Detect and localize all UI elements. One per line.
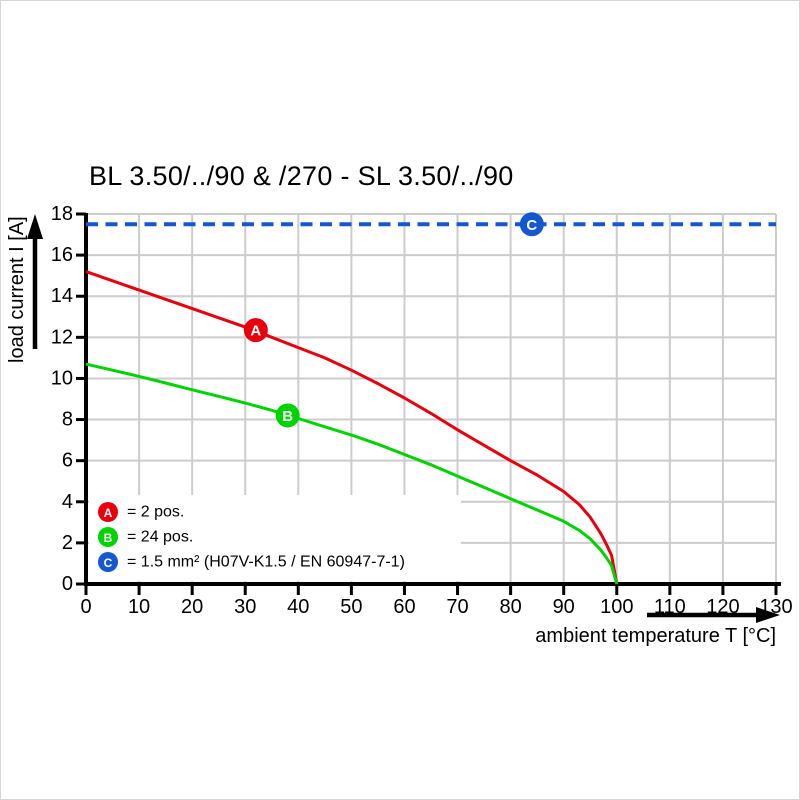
x-tick-label: 40 (287, 596, 309, 618)
x-axis-arrow-icon (756, 607, 780, 623)
x-axis-label: ambient temperature T [°C] (535, 625, 776, 647)
legend-swatch-letter-B: B (104, 531, 113, 545)
legend-swatch-B (98, 527, 118, 547)
curve-marker-A (243, 318, 268, 343)
curve-marker-B (275, 403, 300, 428)
y-axis-arrow-icon (27, 214, 43, 239)
curve-marker-letter-A: A (250, 323, 261, 340)
x-tick-label: 110 (654, 596, 686, 618)
legend-label-B: = 24 pos. (127, 529, 193, 546)
curve-marker-letter-B: B (282, 408, 293, 425)
curve-marker-C (519, 212, 544, 237)
x-tick-label: 0 (80, 596, 91, 618)
x-tick-label: 30 (234, 596, 256, 618)
y-tick-label: 16 (51, 244, 73, 266)
y-tick-label: 18 (51, 203, 73, 225)
x-tick-label: 70 (446, 596, 468, 618)
legend-swatch-letter-A: A (104, 506, 113, 520)
x-tick-label: 60 (393, 596, 415, 618)
legend-label-C: = 1.5 mm² (H07V-K1.5 / EN 60947-7-1) (127, 554, 405, 571)
x-tick-label: 120 (706, 596, 739, 618)
y-tick-label: 12 (51, 326, 73, 348)
x-tick-label: 90 (553, 596, 575, 618)
curve-marker-letter-C: C (526, 217, 537, 234)
chart-title: BL 3.50/../90 & /270 - SL 3.50/../90 (89, 161, 514, 191)
legend-swatch-letter-C: C (104, 556, 113, 570)
legend-swatch-C (98, 552, 118, 572)
y-tick-label: 4 (62, 491, 73, 513)
legend-swatch-A (98, 502, 118, 522)
y-tick-label: 6 (62, 450, 73, 472)
curve-B (85, 362, 619, 585)
x-tick-label: 50 (340, 596, 362, 618)
x-tick-label: 10 (128, 596, 150, 618)
x-tick-label: 80 (499, 596, 521, 618)
y-tick-label: 8 (62, 409, 73, 431)
y-tick-label: 0 (62, 573, 73, 595)
curve-A (85, 270, 619, 585)
legend-box (89, 495, 461, 581)
x-tick-label: 100 (600, 596, 633, 618)
legend-label-A: = 2 pos. (127, 504, 184, 521)
y-tick-label: 10 (51, 367, 73, 389)
y-tick-label: 2 (62, 532, 73, 554)
y-tick-label: 14 (51, 285, 73, 307)
x-tick-label: 20 (181, 596, 203, 618)
